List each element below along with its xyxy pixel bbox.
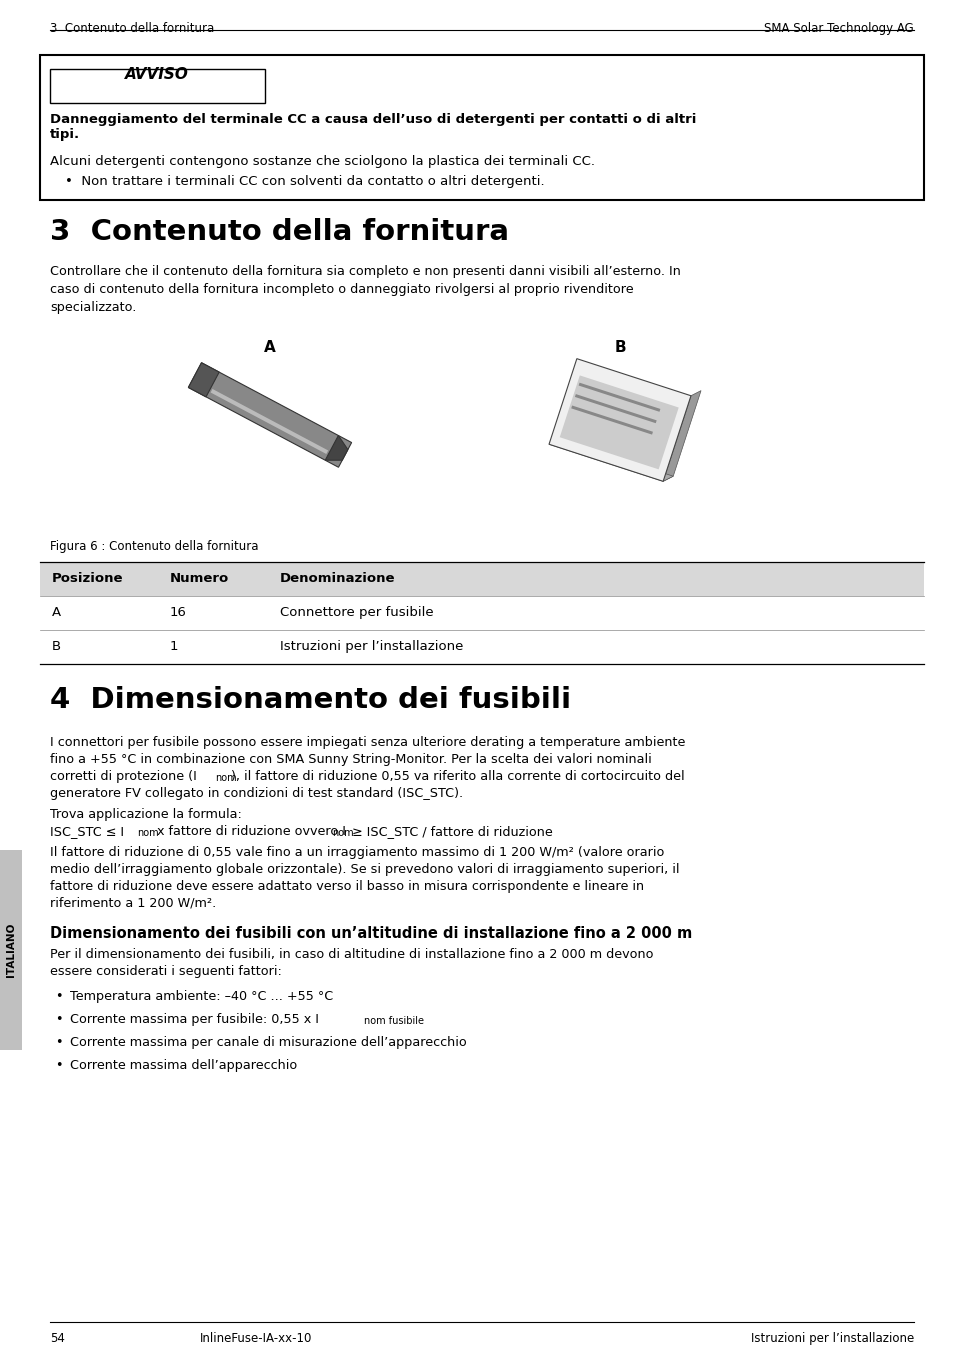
Bar bbox=[50, 69, 265, 103]
Text: essere considerati i seguenti fattori:: essere considerati i seguenti fattori: bbox=[50, 965, 281, 978]
Text: nom fusibile: nom fusibile bbox=[364, 1016, 423, 1026]
Text: ), il fattore di riduzione 0,55 va riferito alla corrente di cortocircuito del: ), il fattore di riduzione 0,55 va rifer… bbox=[231, 770, 684, 783]
Text: Danneggiamento del terminale CC a causa dell’uso di detergenti per contatti o di: Danneggiamento del terminale CC a causa … bbox=[50, 112, 696, 141]
Text: Istruzioni per l’installazione: Istruzioni per l’installazione bbox=[280, 640, 463, 653]
Text: Alcuni detergenti contengono sostanze che sciolgono la plastica dei terminali CC: Alcuni detergenti contengono sostanze ch… bbox=[50, 154, 595, 168]
Text: •: • bbox=[55, 1059, 63, 1072]
Text: Numero: Numero bbox=[170, 571, 229, 585]
Text: nom: nom bbox=[137, 829, 158, 838]
Text: •: • bbox=[55, 1036, 63, 1049]
Text: A: A bbox=[52, 607, 61, 619]
Text: Figura 6 : Contenuto della fornitura: Figura 6 : Contenuto della fornitura bbox=[50, 540, 258, 552]
Text: Corrente massima per canale di misurazione dell’apparecchio: Corrente massima per canale di misurazio… bbox=[70, 1036, 466, 1049]
Text: ≥ ISC_STC / fattore di riduzione: ≥ ISC_STC / fattore di riduzione bbox=[348, 825, 552, 838]
Text: specializzato.: specializzato. bbox=[50, 301, 136, 314]
Text: •  Non trattare i terminali CC con solventi da contatto o altri detergenti.: • Non trattare i terminali CC con solven… bbox=[65, 175, 544, 188]
Polygon shape bbox=[578, 383, 659, 412]
Text: A: A bbox=[264, 340, 275, 355]
Text: nom: nom bbox=[332, 829, 354, 838]
Text: ISC_STC ≤ I: ISC_STC ≤ I bbox=[50, 825, 124, 838]
Text: Temperatura ambiente: –40 °C ... +55 °C: Temperatura ambiente: –40 °C ... +55 °C bbox=[70, 990, 333, 1003]
Text: Trova applicazione la formula:: Trova applicazione la formula: bbox=[50, 808, 242, 821]
Text: Posizione: Posizione bbox=[52, 571, 123, 585]
Text: 54: 54 bbox=[50, 1332, 65, 1345]
Text: riferimento a 1 200 W/m².: riferimento a 1 200 W/m². bbox=[50, 896, 216, 910]
Text: Per il dimensionamento dei fusibili, in caso di altitudine di installazione fino: Per il dimensionamento dei fusibili, in … bbox=[50, 948, 653, 961]
Text: fattore di riduzione deve essere adattato verso il basso in misura corrispondent: fattore di riduzione deve essere adattat… bbox=[50, 880, 643, 894]
Text: B: B bbox=[52, 640, 61, 653]
Text: medio dell’irraggiamento globale orizzontale). Se si prevedono valori di irraggi: medio dell’irraggiamento globale orizzon… bbox=[50, 862, 679, 876]
Polygon shape bbox=[575, 394, 656, 424]
Text: Corrente massima dell’apparecchio: Corrente massima dell’apparecchio bbox=[70, 1059, 297, 1072]
Polygon shape bbox=[188, 363, 352, 467]
Text: Istruzioni per l’installazione: Istruzioni per l’installazione bbox=[750, 1332, 913, 1345]
Text: 16: 16 bbox=[170, 607, 187, 619]
Polygon shape bbox=[571, 405, 652, 435]
Polygon shape bbox=[662, 390, 700, 481]
Text: I connettori per fusibile possono essere impiegati senza ulteriore derating a te: I connettori per fusibile possono essere… bbox=[50, 737, 684, 749]
Text: caso di contenuto della fornitura incompleto o danneggiato rivolgersi al proprio: caso di contenuto della fornitura incomp… bbox=[50, 283, 633, 297]
Polygon shape bbox=[211, 389, 328, 454]
Text: 3  Contenuto della fornitura: 3 Contenuto della fornitura bbox=[50, 22, 214, 35]
Polygon shape bbox=[549, 359, 690, 481]
Text: SMA Solar Technology AG: SMA Solar Technology AG bbox=[763, 22, 913, 35]
Polygon shape bbox=[325, 436, 348, 460]
Text: generatore FV collegato in condizioni di test standard (ISC_STC).: generatore FV collegato in condizioni di… bbox=[50, 787, 462, 800]
Text: B: B bbox=[614, 340, 625, 355]
Text: corretti di protezione (I: corretti di protezione (I bbox=[50, 770, 196, 783]
Text: Il fattore di riduzione di 0,55 vale fino a un irraggiamento massimo di 1 200 W/: Il fattore di riduzione di 0,55 vale fin… bbox=[50, 846, 663, 858]
Text: Denominazione: Denominazione bbox=[280, 571, 395, 585]
Text: Corrente massima per fusibile: 0,55 x I: Corrente massima per fusibile: 0,55 x I bbox=[70, 1013, 318, 1026]
Bar bbox=[0, 850, 22, 1049]
Polygon shape bbox=[549, 439, 673, 481]
Text: 4  Dimensionamento dei fusibili: 4 Dimensionamento dei fusibili bbox=[50, 686, 571, 714]
Bar bbox=[40, 56, 923, 200]
Text: •: • bbox=[55, 990, 63, 1003]
Text: AVVISO: AVVISO bbox=[125, 66, 189, 83]
Polygon shape bbox=[188, 363, 219, 397]
Text: ITALIANO: ITALIANO bbox=[6, 923, 16, 978]
Text: 3  Contenuto della fornitura: 3 Contenuto della fornitura bbox=[50, 218, 509, 246]
Text: •: • bbox=[55, 1013, 63, 1026]
Text: nom: nom bbox=[214, 773, 236, 783]
Bar bbox=[40, 562, 923, 596]
Text: Dimensionamento dei fusibili con un’altitudine di installazione fino a 2 000 m: Dimensionamento dei fusibili con un’alti… bbox=[50, 926, 692, 941]
Text: InlineFuse-IA-xx-10: InlineFuse-IA-xx-10 bbox=[200, 1332, 312, 1345]
Polygon shape bbox=[559, 375, 678, 470]
Text: Connettore per fusibile: Connettore per fusibile bbox=[280, 607, 434, 619]
Text: x fattore di riduzione ovvero I: x fattore di riduzione ovvero I bbox=[152, 825, 346, 838]
Text: Controllare che il contenuto della fornitura sia completo e non presenti danni v: Controllare che il contenuto della forni… bbox=[50, 265, 680, 278]
Text: fino a +55 °C in combinazione con SMA Sunny String-Monitor. Per la scelta dei va: fino a +55 °C in combinazione con SMA Su… bbox=[50, 753, 651, 766]
Text: 1: 1 bbox=[170, 640, 178, 653]
